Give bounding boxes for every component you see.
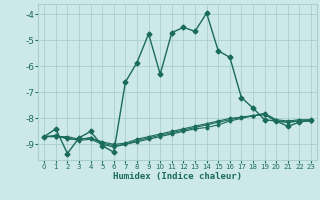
X-axis label: Humidex (Indice chaleur): Humidex (Indice chaleur) [113,172,242,181]
